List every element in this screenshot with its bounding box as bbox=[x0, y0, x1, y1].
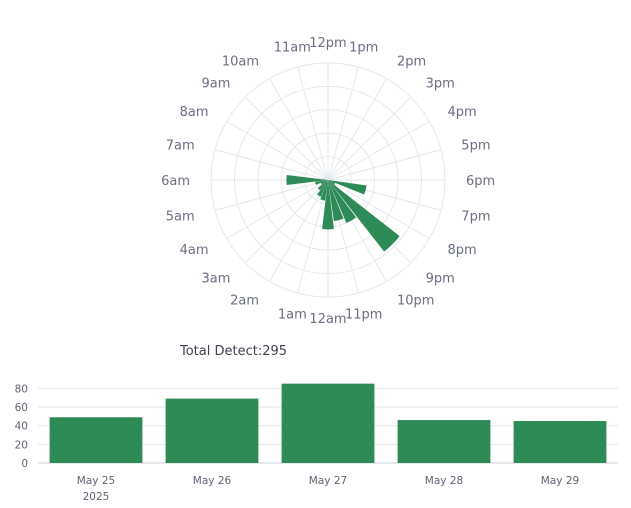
hour-label-11pm: 11pm bbox=[345, 307, 382, 322]
hourly-polar-chart: 12pm 1pm2pm3pm4pm5pm6pm7pm8pm9pm10pm11pm1… bbox=[161, 36, 495, 327]
hour-label-10am: 10am bbox=[222, 54, 259, 69]
hour-label-7am: 7am bbox=[166, 138, 195, 153]
hour-label-2pm: 2pm bbox=[397, 54, 426, 69]
hour-label-12pm: 12pm bbox=[309, 36, 346, 51]
polar-bar-7pm bbox=[328, 180, 367, 195]
polar-grid-spoke bbox=[327, 66, 359, 181]
polar-grid-spoke bbox=[244, 179, 329, 264]
polar-bar-8pm bbox=[328, 180, 336, 185]
polar-bar-1am bbox=[320, 180, 328, 201]
bar-may-27 bbox=[281, 383, 375, 463]
polar-grid-spoke bbox=[226, 121, 329, 181]
polar-grid-spoke bbox=[269, 78, 329, 181]
y-tick-label: 40 bbox=[15, 421, 28, 433]
polar-bar-4am bbox=[320, 180, 328, 185]
polar-grid-spoke bbox=[214, 179, 329, 211]
hour-label-4am: 4am bbox=[180, 243, 209, 258]
polar-grid-spoke bbox=[327, 121, 430, 181]
y-tick-label: 20 bbox=[15, 439, 28, 451]
hour-label-8pm: 8pm bbox=[448, 243, 477, 258]
bar-may-28 bbox=[397, 420, 491, 463]
bar-may-26 bbox=[165, 398, 259, 463]
hour-label-6pm: 6pm bbox=[466, 174, 495, 189]
hour-label-9am: 9am bbox=[202, 76, 231, 91]
polar-grid-spoke bbox=[226, 179, 329, 239]
polar-bar-10pm bbox=[328, 180, 357, 224]
hour-label-3pm: 3pm bbox=[426, 76, 455, 91]
hour-label-11am: 11am bbox=[274, 41, 311, 56]
polar-bar-9pm bbox=[328, 180, 400, 252]
hour-label-5am: 5am bbox=[166, 210, 195, 225]
hour-label-12am: 12am bbox=[309, 312, 346, 327]
hour-label-7pm: 7pm bbox=[461, 210, 490, 225]
polar-grid-spoke bbox=[297, 66, 329, 181]
polar-grid-spoke bbox=[269, 179, 329, 282]
x-tick-label: May 29 bbox=[541, 475, 579, 487]
polar-grid-spoke bbox=[327, 78, 387, 181]
bar-may-29 bbox=[513, 421, 607, 463]
hour-label-1pm: 1pm bbox=[349, 41, 378, 56]
x-tick-label: May 28 bbox=[425, 475, 463, 487]
polar-bar-3am bbox=[317, 180, 328, 191]
polar-grid-spoke bbox=[244, 96, 329, 181]
x-tick-label: May 27 bbox=[309, 475, 347, 487]
hour-label-8am: 8am bbox=[180, 105, 209, 120]
bar-may-25 bbox=[49, 417, 143, 463]
polar-grid-spoke bbox=[327, 149, 442, 181]
bars: May 25 2025 May 26 May 27 May 28 May 29 bbox=[49, 383, 607, 503]
polar-grid-spoke bbox=[327, 96, 412, 181]
hour-label-2am: 2am bbox=[230, 294, 259, 309]
polar-bar-12am bbox=[322, 180, 334, 230]
hour-label-3am: 3am bbox=[202, 272, 231, 287]
polar-bars bbox=[286, 175, 400, 252]
polar-bar-5am bbox=[315, 180, 328, 185]
hour-label-9pm: 9pm bbox=[426, 272, 455, 287]
hour-label-10pm: 10pm bbox=[397, 294, 434, 309]
polar-hour-labels: 12pm 1pm2pm3pm4pm5pm6pm7pm8pm9pm10pm11pm1… bbox=[161, 36, 495, 327]
x-tick-sublabel: 2025 bbox=[83, 491, 110, 503]
hour-label-5pm: 5pm bbox=[461, 138, 490, 153]
polar-grid-spoke bbox=[214, 149, 329, 181]
polar-bar-11pm bbox=[328, 180, 344, 222]
hour-label-1am: 1am bbox=[278, 307, 307, 322]
hour-label-6am: 6am bbox=[161, 174, 190, 189]
polar-bar-2am bbox=[317, 180, 328, 197]
polar-bar-6am bbox=[286, 175, 328, 185]
y-tick-label: 80 bbox=[15, 383, 28, 395]
y-tick-label: 0 bbox=[21, 458, 28, 470]
x-tick-label: May 25 bbox=[77, 475, 115, 487]
x-tick-label: May 26 bbox=[193, 475, 232, 487]
polar-grid-spoke bbox=[327, 179, 430, 239]
hour-label-4pm: 4pm bbox=[448, 105, 477, 120]
y-tick-label: 60 bbox=[15, 402, 28, 414]
bar-chart-title: Total Detect:295 bbox=[179, 344, 287, 359]
